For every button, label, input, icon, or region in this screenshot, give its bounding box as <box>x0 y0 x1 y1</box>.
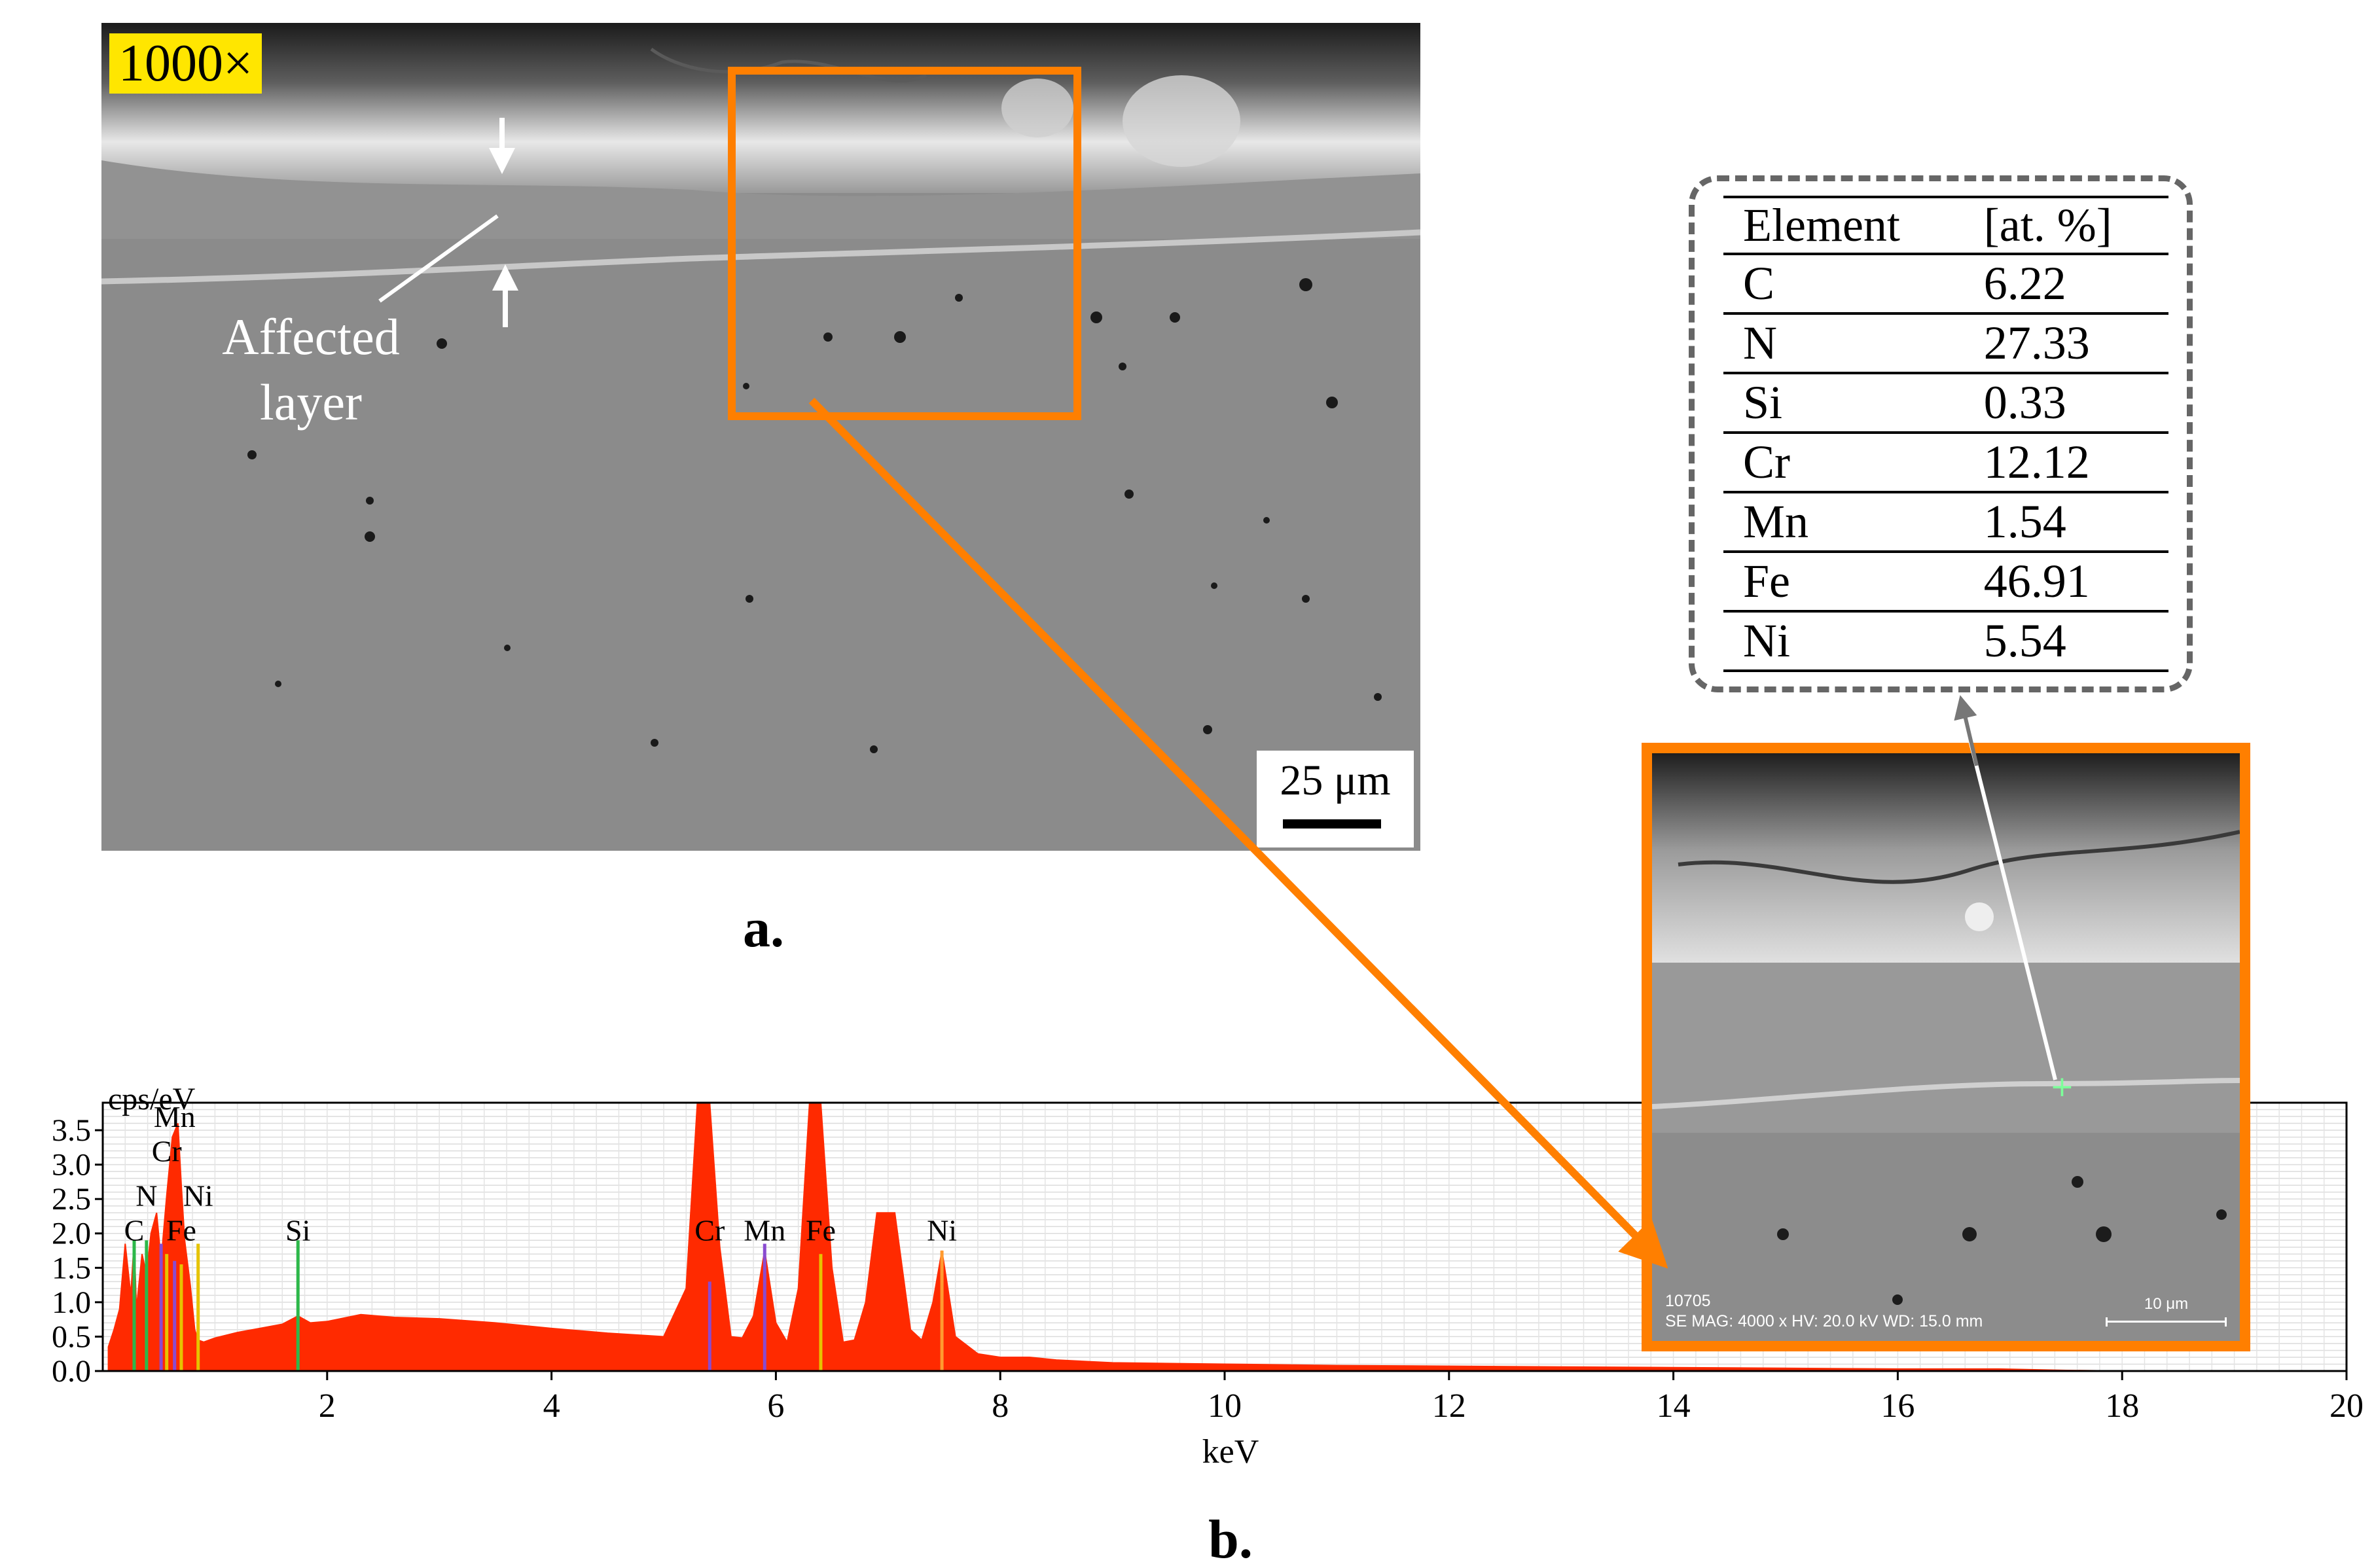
x-tick-label: 16 <box>1880 1387 1915 1425</box>
zoom-scale-line <box>2106 1317 2227 1327</box>
sem-zoom-inset: + 10705 SE MAG: 4000 x HV: 20.0 kV WD: 1… <box>1642 743 2250 1351</box>
element-lines <box>132 1240 944 1371</box>
value-cell: 12.12 <box>1970 433 2168 493</box>
peak-label: Cr <box>694 1213 725 1247</box>
x-axis-label: keV <box>1202 1433 1259 1470</box>
y-tick-label: 2.0 <box>52 1217 91 1251</box>
y-tick-label: 0.0 <box>52 1354 91 1389</box>
y-axis-ticks: 0.00.51.01.52.02.53.03.5 <box>52 1113 103 1389</box>
roi-highlight-box <box>728 67 1081 420</box>
peak-label: Cr <box>152 1134 182 1167</box>
scale-bar <box>1283 819 1381 829</box>
peak-label: Mn <box>154 1100 196 1133</box>
peak-label: Si <box>285 1213 310 1247</box>
value-cell: 0.33 <box>1970 373 2168 434</box>
peak-label: Ni <box>927 1213 957 1247</box>
table-row: Ni 5.54 <box>1723 611 2168 672</box>
affected-layer-label: Affected layer <box>222 308 400 431</box>
value-cell: 46.91 <box>1970 552 2168 613</box>
y-tick-label: 3.5 <box>52 1113 91 1148</box>
analysis-point-marker: + <box>2050 1070 2074 1103</box>
zoom-info-id: 10705 <box>1665 1292 1711 1310</box>
x-tick-label: 10 <box>1208 1387 1242 1425</box>
x-tick-label: 14 <box>1657 1387 1691 1425</box>
zoom-scale-label: 10 μm <box>2144 1295 2189 1313</box>
magnification-label: 1000× <box>109 33 262 94</box>
peak-label: C <box>124 1213 145 1247</box>
element-cell: Ni <box>1723 611 1971 672</box>
x-tick-label: 18 <box>2105 1387 2139 1425</box>
composition-table: Element [at. %] C 6.22 N 27.33 Si 0.33 Cr 12… <box>1723 196 2168 672</box>
panel-label-b: b. <box>1208 1509 1253 1568</box>
x-tick-label: 6 <box>767 1387 784 1425</box>
table-row: C 6.22 <box>1723 254 2168 315</box>
composition-table-box: Element [at. %] C 6.22 N 27.33 Si 0.33 Cr 12… <box>1689 175 2193 692</box>
peak-label: N <box>135 1179 157 1213</box>
x-tick-label: 4 <box>543 1387 560 1425</box>
panel-label-a: a. <box>743 898 784 959</box>
value-cell: 6.22 <box>1970 254 2168 315</box>
element-cell: N <box>1723 313 1971 374</box>
element-cell: Mn <box>1723 492 1971 553</box>
table-row: Si 0.33 <box>1723 373 2168 434</box>
y-tick-label: 0.5 <box>52 1319 91 1354</box>
value-cell: 1.54 <box>1970 492 2168 553</box>
x-tick-label: 2 <box>319 1387 336 1425</box>
peak-label: Fe <box>806 1213 836 1247</box>
peak-label: Fe <box>166 1213 196 1247</box>
table-header-row: Element [at. %] <box>1723 196 2168 255</box>
table-row: Mn 1.54 <box>1723 492 2168 553</box>
zoom-info-bar: 10705 SE MAG: 4000 x HV: 20.0 kV WD: 15.… <box>1665 1291 1983 1332</box>
value-cell: 5.54 <box>1970 611 2168 672</box>
scale-bar-label: 25 μm <box>1280 757 1391 804</box>
header-element: Element <box>1723 196 1971 255</box>
y-tick-label: 1.0 <box>52 1285 91 1320</box>
y-tick-label: 3.0 <box>52 1148 91 1183</box>
element-cell: Cr <box>1723 433 1971 493</box>
zoom-texture <box>1652 753 2240 1341</box>
y-tick-label: 2.5 <box>52 1182 91 1217</box>
table-row: Cr 12.12 <box>1723 433 2168 493</box>
element-cell: Fe <box>1723 552 1971 613</box>
y-axis-label: cps/eV <box>108 1082 196 1116</box>
x-tick-label: 20 <box>2329 1387 2364 1425</box>
zoom-scale-bar: 10 μm <box>2106 1295 2227 1327</box>
x-tick-label: 8 <box>992 1387 1009 1425</box>
header-at-percent: [at. %] <box>1970 196 2168 255</box>
x-tick-label: 12 <box>1432 1387 1466 1425</box>
y-tick-label: 1.5 <box>52 1251 91 1285</box>
peak-label: Mn <box>744 1213 785 1247</box>
value-cell: 27.33 <box>1970 313 2168 374</box>
element-cell: C <box>1723 254 1971 315</box>
element-cell: Si <box>1723 373 1971 434</box>
table-row: Fe 46.91 <box>1723 552 2168 613</box>
table-row: N 27.33 <box>1723 313 2168 374</box>
zoom-info-params: SE MAG: 4000 x HV: 20.0 kV WD: 15.0 mm <box>1665 1312 1983 1330</box>
x-axis-ticks: 2 4 6 8 10 12 14 16 18 20 <box>319 1371 2364 1425</box>
sem-micrograph: 1000× 25 μm Affected layer <box>101 23 1420 851</box>
scale-bar-box: 25 μm <box>1257 751 1414 847</box>
peak-label: Ni <box>183 1179 213 1213</box>
